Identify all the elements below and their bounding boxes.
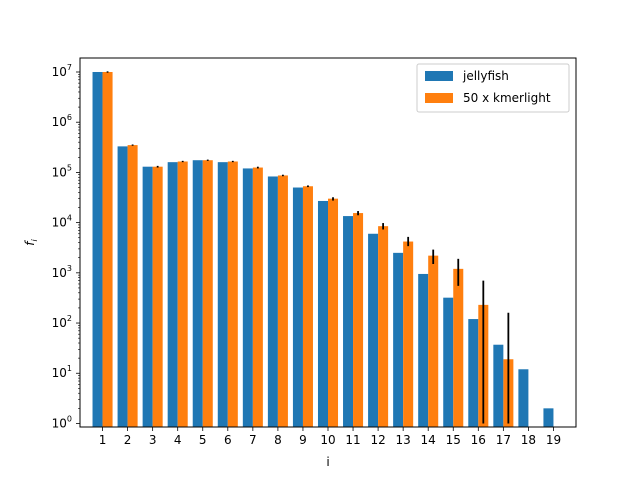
bar-jellyfish-14 [418, 273, 429, 427]
y-tick-base: 10 [52, 416, 67, 430]
bar-jellyfish-17 [493, 344, 504, 427]
y-tick-exponent: 0 [67, 414, 72, 423]
bar-jellyfish-16 [468, 319, 479, 427]
x-tick-label-8: 8 [274, 433, 282, 447]
bar-jellyfish-4 [167, 162, 178, 428]
error-bars [106, 71, 510, 424]
x-tick-label-2: 2 [124, 433, 132, 447]
x-tick-label-14: 14 [421, 433, 436, 447]
y-tick-exponent: 4 [67, 214, 72, 223]
bar-jellyfish-10 [317, 200, 328, 427]
y-tick-label-6: 106 [52, 113, 72, 129]
bar-kmerlight-3 [152, 166, 163, 428]
x-tick-label-18: 18 [521, 433, 536, 447]
bar-jellyfish-13 [393, 252, 404, 427]
x-tick-label-4: 4 [174, 433, 182, 447]
y-axis-label-main: f [23, 240, 37, 246]
legend-label-kmerlight: 50 x kmerlight [463, 91, 551, 105]
bar-kmerlight-5 [202, 160, 213, 427]
jellyfish-bars [92, 71, 554, 428]
bar-kmerlight-2 [127, 145, 138, 427]
legend-swatch-jellyfish [425, 71, 453, 81]
y-tick-base: 10 [52, 165, 67, 179]
legend-box [416, 63, 570, 113]
y-tick-exponent: 3 [67, 264, 72, 273]
x-tick-label-17: 17 [496, 433, 511, 447]
y-tick-exponent: 5 [67, 163, 72, 172]
y-tick-exponent: 7 [67, 63, 72, 72]
y-tick-exponent: 6 [67, 113, 72, 122]
y-tick-label-1: 101 [52, 364, 72, 380]
y-tick-base: 10 [52, 316, 67, 330]
y-tick-base: 10 [52, 65, 67, 79]
bar-jellyfish-19 [543, 408, 554, 427]
x-tick-label-3: 3 [149, 433, 157, 447]
x-tick-label-10: 10 [320, 433, 335, 447]
bar-kmerlight-9 [302, 186, 313, 427]
legend-swatch-kmerlight [425, 93, 453, 103]
y-axis-label-subscript: i [30, 239, 39, 242]
y-tick-label-5: 105 [52, 163, 72, 179]
y-tick-label-7: 107 [52, 63, 72, 79]
bar-kmerlight-15 [453, 268, 464, 427]
x-tick-label-6: 6 [224, 433, 232, 447]
x-tick-label-16: 16 [471, 433, 486, 447]
bar-jellyfish-12 [368, 233, 379, 427]
x-axis-ticks: 1 2 3 4 5 6 7 8 9 10 11 12 13 14 15 16 17 18 19 [99, 427, 561, 447]
bar-kmerlight-10 [328, 198, 339, 427]
x-tick-label-7: 7 [249, 433, 257, 447]
x-tick-label-13: 13 [396, 433, 411, 447]
y-tick-exponent: 1 [67, 364, 72, 373]
x-tick-label-11: 11 [345, 433, 360, 447]
bar-jellyfish-5 [192, 160, 203, 427]
kmerlight-bars [102, 71, 514, 428]
bar-jellyfish-7 [242, 168, 253, 427]
x-tick-label-9: 9 [299, 433, 307, 447]
bar-jellyfish-11 [343, 216, 354, 427]
bar-jellyfish-8 [267, 176, 278, 427]
bar-jellyfish-6 [217, 162, 228, 428]
bar-jellyfish-1 [92, 71, 103, 427]
x-tick-label-5: 5 [199, 433, 207, 447]
y-axis-label: fi [23, 239, 39, 246]
bar-jellyfish-2 [117, 146, 128, 427]
bar-kmerlight-1 [102, 71, 113, 427]
legend-label-jellyfish: jellyfish [462, 69, 509, 83]
x-tick-label-1: 1 [99, 433, 107, 447]
y-tick-base: 10 [52, 115, 67, 129]
y-tick-base: 10 [52, 366, 67, 380]
y-tick-base: 10 [52, 266, 67, 280]
x-tick-label-19: 19 [546, 433, 561, 447]
y-tick-label-0: 100 [52, 414, 72, 430]
y-tick-label-4: 104 [52, 214, 72, 230]
y-tick-base: 10 [52, 216, 67, 230]
x-axis-label: i [326, 455, 329, 469]
bar-kmerlight-11 [353, 213, 364, 427]
bar-kmerlight-4 [177, 161, 188, 427]
bar-kmerlight-6 [227, 161, 238, 427]
x-tick-label-15: 15 [446, 433, 461, 447]
bar-kmerlight-12 [378, 226, 389, 427]
bar-jellyfish-18 [518, 369, 529, 427]
y-tick-exponent: 2 [67, 314, 72, 323]
bar-kmerlight-14 [428, 255, 439, 427]
bar-jellyfish-15 [443, 297, 454, 427]
bar-kmerlight-13 [403, 241, 414, 427]
x-tick-label-12: 12 [370, 433, 385, 447]
legend: jellyfish 50 x kmerlight [416, 63, 570, 113]
bar-jellyfish-3 [142, 166, 153, 428]
y-tick-label-3: 103 [52, 264, 72, 280]
bar-kmerlight-8 [277, 175, 288, 427]
bar-kmerlight-7 [252, 167, 263, 427]
bar-jellyfish-9 [292, 187, 303, 427]
y-tick-label-2: 102 [52, 314, 72, 330]
